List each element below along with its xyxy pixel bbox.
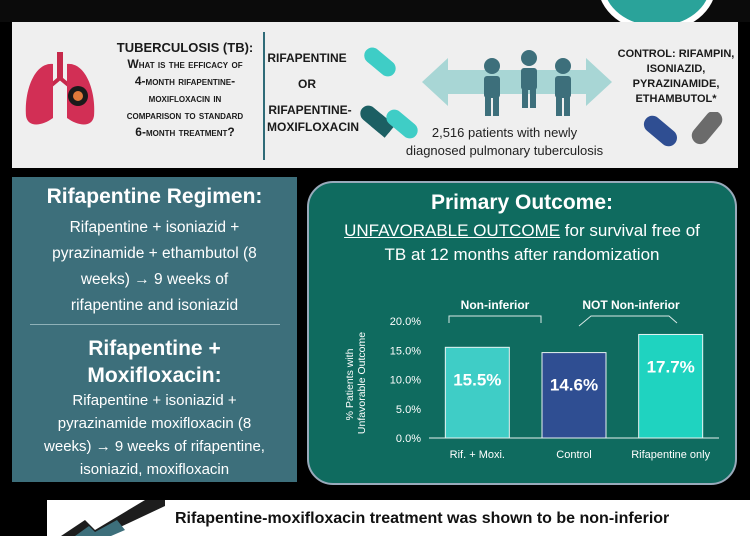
checkmark-icon	[61, 500, 165, 536]
bar	[638, 333, 704, 439]
category-label: Control	[556, 449, 591, 461]
arm2-label: RIFAPENTINE- MOXIFLOXACIN	[267, 102, 359, 136]
control-pill-icons	[643, 112, 723, 147]
divider	[263, 32, 265, 160]
outcome-chart: Non-inferior NOT Non-inferior % Patients…	[344, 298, 719, 461]
control-label: CONTROL: RIFAMPIN, ISONIAZID, PYRAZINAMI…	[614, 47, 738, 107]
bracket-noninferior	[448, 315, 542, 323]
question-line: What is the efficacy of	[127, 57, 243, 71]
y-axis-label-line: Unfavorable Outcome	[356, 332, 368, 434]
bar	[541, 352, 607, 439]
regimen1-line: weeks) → 9 weeks of	[80, 271, 229, 288]
bars: 15.5% Rif. + Moxi. 14.6% Control 17.7% Rifape…	[444, 333, 711, 461]
arm2-line: RIFAPENTINE-	[268, 103, 352, 117]
regimen2-title-line: Moxifloxacin:	[87, 364, 222, 387]
outcome-subtitle-rest: for survival free of	[560, 221, 700, 240]
regimen2-line: weeks) → 9 weeks of rifapentine,	[44, 438, 265, 455]
header-panel: TUBERCULOSIS (TB): What is the efficacy …	[12, 22, 738, 168]
question-line: comparison to standard	[126, 108, 244, 122]
y-tick-label: 0.0%	[396, 433, 421, 445]
patients-caption: 2,516 patients with newly diagnosed pulm…	[382, 124, 627, 160]
regimen1-line: Rifapentine + isoniazid +	[69, 219, 240, 236]
y-tick-label: 5.0%	[396, 404, 421, 416]
regimen1-body: Rifapentine + isoniazid + pyrazinamide +…	[18, 215, 291, 319]
conclusion-footer: Rifapentine-moxifloxacin treatment was s…	[47, 500, 750, 536]
question-line: 6-month treatment?	[135, 125, 235, 139]
patients-line: 2,516 patients with newly	[431, 125, 578, 140]
bar	[444, 346, 510, 439]
outcome-title: Primary Outcome:	[430, 191, 614, 214]
regimen-divider	[30, 324, 280, 325]
control-line: ISONIAZID,	[646, 63, 706, 75]
question-line: moxifloxacin in	[148, 91, 222, 105]
control-line: CONTROL: RIFAMPIN,	[617, 48, 735, 60]
question-line: 4-month rifapentine-	[134, 74, 236, 88]
or-label: OR	[298, 77, 316, 91]
regimen1-title: Rifapentine Regimen:	[46, 185, 263, 208]
regimen2-line: Rifapentine + isoniazid +	[72, 392, 237, 409]
regimen2-title-line: Rifapentine +	[88, 337, 221, 360]
control-line: PYRAZINAMIDE,	[632, 78, 720, 90]
regimen2-body: Rifapentine + isoniazid + pyrazinamide m…	[18, 389, 291, 481]
regimen2-line: pyrazinamide moxifloxacin (8	[57, 415, 252, 432]
bar-value-label: 17.7%	[647, 357, 695, 376]
study-question: TUBERCULOSIS (TB): What is the efficacy …	[100, 39, 270, 141]
outcome-subtitle-line1: UNFAVORABLE OUTCOME for survival free of	[309, 219, 735, 243]
y-tick-label: 10.0%	[390, 375, 421, 387]
arm1-label: RIFAPENTINE	[267, 51, 347, 65]
regimen2-title: Rifapentine + Moxifloxacin:	[12, 335, 297, 389]
bracket-label-right: NOT Non-inferior	[582, 298, 680, 312]
patients-icon	[422, 50, 612, 116]
outcome-panel: Primary Outcome: UNFAVORABLE OUTCOME for…	[307, 181, 737, 485]
bracket-label-left: Non-inferior	[461, 298, 530, 312]
category-label: Rif. + Moxi.	[450, 449, 505, 461]
y-tick-label: 15.0%	[390, 345, 421, 357]
y-axis-label-line: % Patients with	[344, 348, 356, 420]
conclusion-text: Rifapentine-moxifloxacin treatment was s…	[175, 510, 670, 527]
regimen1-line: rifapentine and isoniazid	[70, 297, 239, 314]
regimen2-line: isoniazid, moxifloxacin	[79, 461, 230, 478]
bracket-group	[448, 315, 678, 327]
y-tick-label: 20.0%	[390, 316, 421, 328]
bar-value-label: 14.6%	[550, 376, 598, 395]
category-label: Rifapentine only	[631, 449, 710, 461]
lungs-icon	[25, 52, 95, 125]
pill-icons	[360, 47, 418, 139]
bracket-not-noninferior	[578, 315, 678, 327]
outcome-subtitle-line2: TB at 12 months after randomization	[384, 245, 660, 264]
outcome-subtitle: UNFAVORABLE OUTCOME for survival free of…	[309, 219, 735, 267]
y-axis-label: % Patients with Unfavorable Outcome	[344, 332, 368, 434]
control-line: ETHAMBUTOL*	[635, 93, 717, 105]
outcome-emphasis: UNFAVORABLE OUTCOME	[344, 221, 561, 240]
regimen-panel: Rifapentine Regimen: Rifapentine + isoni…	[12, 177, 297, 482]
regimen1-line: pyrazinamide + ethambutol (8	[52, 245, 257, 262]
question-line: TUBERCULOSIS (TB):	[116, 40, 254, 55]
patients-line: diagnosed pulmonary tuberculosis	[405, 143, 604, 158]
arm2-line: MOXIFLOXACIN	[267, 120, 359, 134]
bar-value-label: 15.5%	[453, 370, 501, 389]
top-strip	[0, 0, 750, 22]
